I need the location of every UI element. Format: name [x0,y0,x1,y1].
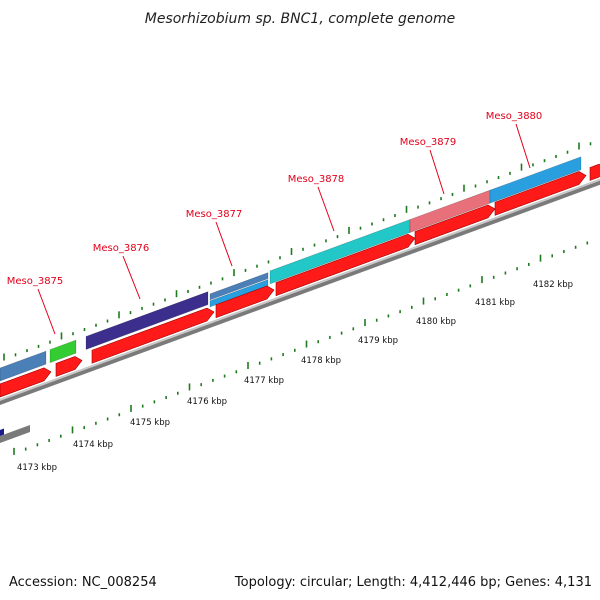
gene-label: Meso_3877 [186,209,243,220]
cds-arrow [0,367,52,398]
cds-arrow [494,171,587,216]
gene-label: Meso_3875 [7,276,64,287]
gene-leader-line [515,123,531,169]
feature-block-green [49,339,77,364]
cds-arrow [215,285,275,319]
scale-label: 4181 kbp [475,298,515,308]
feature-block-meso-3880 [489,156,582,204]
accession-text: Accession: NC_008254 [9,575,157,590]
scale-label: 4180 kbp [416,317,456,327]
cds-arrow [55,356,83,377]
scale-label: 4182 kbp [533,280,573,290]
feature-blocks [0,156,582,382]
inner-tick-marks [13,241,589,455]
scale-labels: 4173 kbp 4174 kbp 4175 kbp 4176 kbp 4177 kbp… [17,280,573,473]
backbone-highlight [0,178,600,401]
feature-block-meso-3877-lower [209,279,269,308]
cds-arrow [91,307,215,364]
cds-arrow [589,163,600,181]
scale-label: 4174 kbp [73,440,113,450]
gene-leader-line [429,149,445,195]
feature-block-meso-3877 [209,272,269,301]
scale-label: 4178 kbp [301,356,341,366]
gene-label: Meso_3879 [400,137,457,148]
scale-label: 4177 kbp [244,376,284,386]
gene-leader-line [317,186,335,232]
cds-arrow [275,233,416,297]
outer-tick-marks [3,142,592,361]
feature-block-meso-3876 [85,291,209,350]
gene-leader-line [37,288,56,335]
genome-summary-text: Topology: circular; Length: 4,412,446 bp… [234,575,592,590]
gene-leader-line [122,255,141,300]
gene-label: Meso_3876 [93,243,150,254]
cds-arrows [0,163,600,398]
feature-block-steel [0,350,47,382]
lower-feature-fragment [0,428,4,436]
map-title: Mesorhizobium sp. BNC1, complete genome [145,11,456,27]
cds-arrow [414,204,496,246]
scale-label: 4175 kbp [130,418,170,428]
gene-labels: Meso_3875 Meso_3876 Meso_3877 Meso_3878 Meso… [7,111,543,335]
scale-label: 4176 kbp [187,397,227,407]
gene-leader-line [215,221,233,267]
scale-label: 4179 kbp [358,336,398,346]
scale-label: 4173 kbp [17,463,57,473]
lower-backbone-fragment [0,424,30,443]
gene-label: Meso_3880 [486,111,543,122]
gene-label: Meso_3878 [288,174,345,185]
genome-backbone [0,178,600,443]
